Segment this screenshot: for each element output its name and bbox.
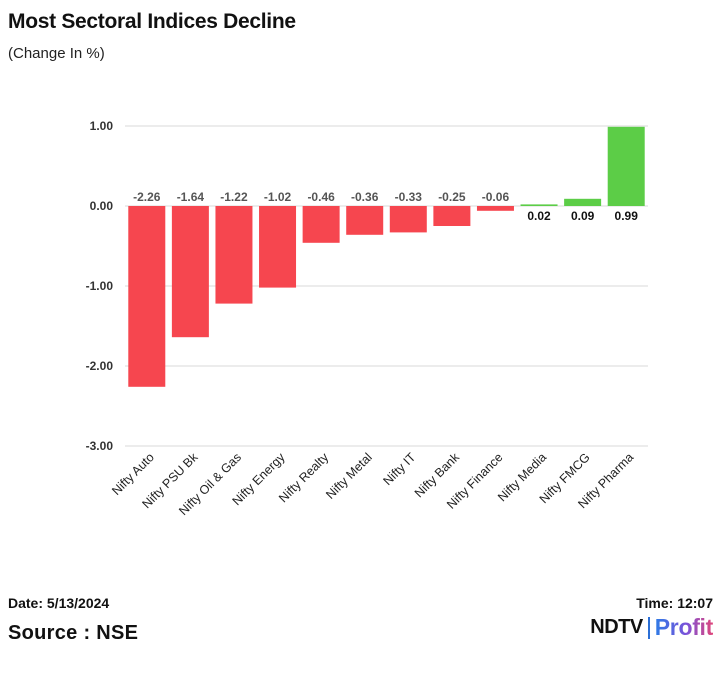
y-tick-label: 1.00 — [90, 119, 114, 133]
bar — [476, 206, 514, 211]
y-tick-label: 0.00 — [90, 199, 114, 213]
data-label: -1.64 — [177, 190, 205, 204]
bar — [128, 206, 166, 387]
x-tick-label: Nifty Metal — [323, 450, 375, 502]
bar — [433, 206, 471, 226]
source-label: Source : NSE — [8, 622, 139, 644]
time-label: Time: 12:07 — [636, 595, 713, 611]
chart-subtitle: (Change In %) — [8, 45, 105, 62]
data-label: 0.02 — [527, 209, 551, 223]
bar — [389, 206, 427, 233]
date-label: Date: 5/13/2024 — [8, 595, 110, 611]
logo-ndtv-text: NDTV — [590, 616, 643, 638]
bar — [302, 206, 340, 243]
data-label: 0.99 — [615, 209, 639, 223]
y-tick-label: -2.00 — [86, 359, 114, 373]
data-label: 0.09 — [571, 209, 595, 223]
y-tick-label: -1.00 — [86, 279, 114, 293]
bar — [346, 206, 384, 235]
y-tick-label: -3.00 — [86, 439, 114, 453]
data-label: -1.02 — [264, 190, 292, 204]
bar — [520, 204, 558, 206]
logo-profit-text: Profit — [654, 614, 714, 640]
data-label: -1.22 — [220, 190, 248, 204]
data-label: -0.33 — [395, 190, 423, 204]
bar — [607, 126, 645, 206]
bar — [215, 206, 253, 304]
bar — [171, 206, 209, 338]
data-label: -0.36 — [351, 190, 379, 204]
bar — [259, 206, 297, 288]
logo-divider — [647, 616, 650, 639]
x-tick-label: Nifty IT — [381, 450, 419, 488]
data-label: -0.25 — [438, 190, 466, 204]
ndtv-profit-logo: NDTV Profit — [590, 614, 713, 641]
data-label: -2.26 — [133, 190, 161, 204]
bar — [564, 198, 602, 206]
chart-title: Most Sectoral Indices Decline — [8, 10, 296, 33]
data-label: -0.06 — [482, 190, 510, 204]
data-label: -0.46 — [307, 190, 335, 204]
